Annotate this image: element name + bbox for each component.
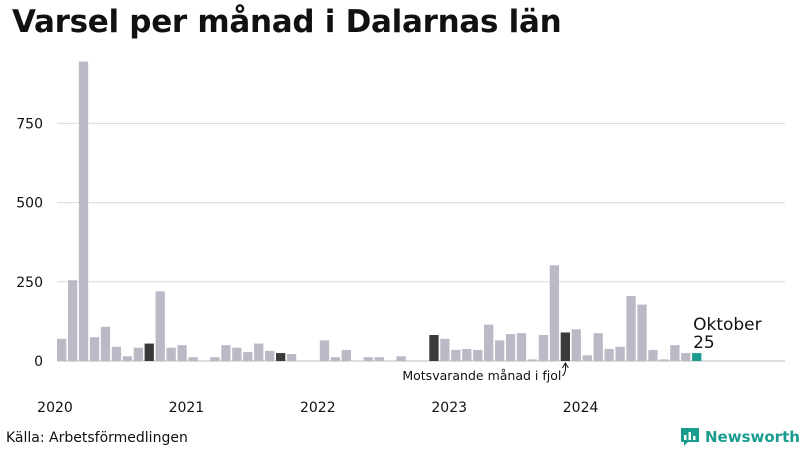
annotations: Oktober 25 Motsvarande månad i fjol bbox=[402, 315, 761, 383]
bar bbox=[363, 357, 373, 361]
bar bbox=[659, 359, 669, 361]
bar bbox=[177, 345, 187, 361]
bar bbox=[440, 338, 450, 361]
bar bbox=[560, 332, 570, 361]
bar-chart: 0 250 500 750 2020 2021 2022 2023 2024 Oktober … bbox=[16, 61, 785, 416]
bar bbox=[265, 350, 275, 361]
bar bbox=[604, 348, 614, 361]
bar bbox=[122, 356, 132, 361]
bar bbox=[111, 346, 122, 361]
x-tick-label: 2020 bbox=[37, 400, 73, 416]
bar bbox=[626, 296, 636, 361]
bars bbox=[57, 61, 702, 361]
x-tick-label: 2022 bbox=[300, 400, 336, 416]
x-tick-label: 2023 bbox=[431, 400, 467, 416]
bar bbox=[243, 352, 253, 361]
y-axis-ticks: 0 250 500 750 bbox=[16, 116, 43, 370]
brand-name: Newsworthy bbox=[705, 428, 800, 446]
bar bbox=[670, 345, 680, 361]
y-tick-label: 0 bbox=[34, 354, 43, 370]
source-note: Källa: Arbetsförmedlingen bbox=[6, 430, 188, 446]
bar bbox=[221, 345, 231, 361]
grid-lines bbox=[57, 122, 785, 362]
current-month-value: 25 bbox=[693, 333, 715, 353]
bar bbox=[495, 340, 505, 361]
annotation-arrow bbox=[562, 363, 567, 377]
chart-title: Varsel per månad i Dalarnas län bbox=[12, 4, 562, 40]
bar bbox=[396, 356, 406, 361]
bar bbox=[188, 357, 198, 361]
bar bbox=[166, 347, 176, 361]
y-tick-label: 500 bbox=[16, 196, 43, 212]
bar bbox=[637, 304, 647, 361]
x-tick-label: 2024 bbox=[563, 400, 599, 416]
y-tick-label: 750 bbox=[16, 116, 43, 132]
same-month-last-year-label: Motsvarande månad i fjol bbox=[402, 368, 561, 383]
bar bbox=[681, 353, 691, 361]
bar bbox=[78, 61, 89, 361]
bar bbox=[210, 357, 220, 361]
bar bbox=[374, 357, 384, 361]
bar bbox=[451, 349, 461, 361]
bar bbox=[254, 343, 264, 361]
annotation-arrowhead bbox=[561, 362, 569, 369]
bar bbox=[505, 334, 516, 361]
bar bbox=[144, 343, 154, 361]
bar bbox=[89, 337, 100, 361]
bar bbox=[648, 349, 658, 361]
bar bbox=[429, 335, 439, 361]
bar bbox=[582, 355, 592, 361]
x-axis-ticks: 2020 2021 2022 2023 2024 bbox=[37, 400, 598, 416]
bar bbox=[473, 349, 483, 361]
bar bbox=[276, 353, 286, 361]
bar bbox=[516, 333, 527, 361]
current-month-label: Oktober bbox=[693, 315, 762, 335]
bar bbox=[100, 326, 111, 361]
bar bbox=[341, 349, 351, 361]
bar bbox=[462, 348, 472, 361]
bar bbox=[57, 338, 67, 361]
bar bbox=[571, 329, 581, 361]
bar bbox=[692, 353, 702, 361]
newsworthy-logo-icon bbox=[681, 428, 699, 446]
x-tick-label: 2021 bbox=[169, 400, 205, 416]
bar bbox=[330, 357, 341, 361]
brand-logo: Newsworthy bbox=[680, 427, 800, 447]
bar bbox=[67, 280, 78, 361]
bar bbox=[527, 359, 538, 361]
bar bbox=[155, 291, 165, 361]
bar bbox=[484, 324, 494, 361]
bar bbox=[286, 354, 297, 361]
y-tick-label: 250 bbox=[16, 275, 43, 291]
bar bbox=[549, 265, 560, 361]
bar bbox=[538, 335, 549, 361]
bar bbox=[319, 340, 330, 361]
bar bbox=[593, 333, 603, 361]
bar bbox=[232, 347, 242, 361]
bar bbox=[615, 346, 625, 361]
bar bbox=[133, 347, 143, 361]
